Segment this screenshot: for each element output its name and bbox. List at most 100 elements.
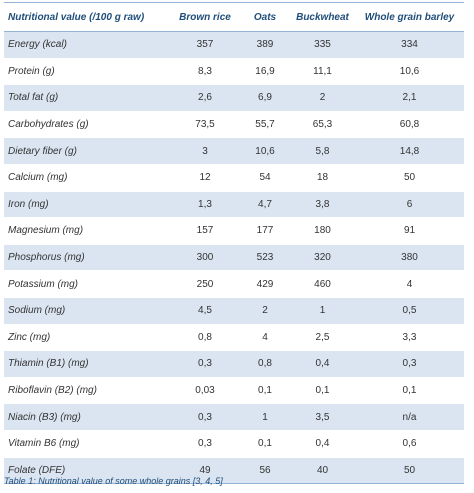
row-label: Total fat (g) bbox=[4, 84, 170, 112]
cell: 0,1 bbox=[240, 377, 290, 405]
cell: 0,3 bbox=[170, 350, 240, 378]
cell: 50 bbox=[355, 457, 464, 485]
cell: 0,03 bbox=[170, 377, 240, 405]
cell: 250 bbox=[170, 270, 240, 298]
column-header: Nutritional value (/100 g raw) bbox=[4, 2, 170, 32]
table-body: Energy (kcal) 357 389 335 334 Protein (g) 8,3 1… bbox=[4, 31, 464, 485]
cell: 10,6 bbox=[240, 137, 290, 165]
cell: 0,8 bbox=[170, 324, 240, 352]
table-row: Niacin (B3) (mg) 0,3 1 3,5 n/a bbox=[4, 403, 464, 431]
row-label: Phosphorus (mg) bbox=[4, 244, 170, 272]
row-label: Sodium (mg) bbox=[4, 297, 170, 325]
cell: 10,6 bbox=[355, 58, 464, 86]
cell: 429 bbox=[240, 270, 290, 298]
table-row: Protein (g) 8,3 16,9 11,1 10,6 bbox=[4, 58, 464, 86]
cell: 0,5 bbox=[355, 297, 464, 325]
cell: 389 bbox=[240, 31, 290, 59]
table-row: Zinc (mg) 0,8 4 2,5 3,3 bbox=[4, 324, 464, 352]
cell: 6 bbox=[355, 191, 464, 219]
cell: 60,8 bbox=[355, 111, 464, 139]
cell: 334 bbox=[355, 31, 464, 59]
row-label: Dietary fiber (g) bbox=[4, 137, 170, 165]
cell: 1,3 bbox=[170, 191, 240, 219]
cell: 335 bbox=[290, 31, 355, 59]
table-row: Magnesium (mg) 157 177 180 91 bbox=[4, 217, 464, 245]
row-label: Protein (g) bbox=[4, 58, 170, 86]
cell: 0,4 bbox=[290, 350, 355, 378]
cell: 460 bbox=[290, 270, 355, 298]
row-label: Folate (DFE) bbox=[4, 457, 170, 485]
column-header: Oats bbox=[240, 2, 290, 32]
table-row: Iron (mg) 1,3 4,7 3,8 6 bbox=[4, 191, 464, 219]
table-row: Thiamin (B1) (mg) 0,3 0,8 0,4 0,3 bbox=[4, 350, 464, 378]
cell: 4 bbox=[355, 270, 464, 298]
cell: 6,9 bbox=[240, 84, 290, 112]
cell: 3 bbox=[170, 137, 240, 165]
cell: 2,5 bbox=[290, 324, 355, 352]
nutrition-table: Nutritional value (/100 g raw) Brown rice… bbox=[4, 2, 464, 485]
row-label: Niacin (B3) (mg) bbox=[4, 403, 170, 431]
cell: 14,8 bbox=[355, 137, 464, 165]
table-row: Carbohydrates (g) 73,5 55,7 65,3 60,8 bbox=[4, 111, 464, 139]
table-row: Energy (kcal) 357 389 335 334 bbox=[4, 31, 464, 59]
cell: 380 bbox=[355, 244, 464, 272]
table-row: Riboflavin (B2) (mg) 0,03 0,1 0,1 0,1 bbox=[4, 377, 464, 405]
cell: 2,1 bbox=[355, 84, 464, 112]
cell: 4 bbox=[240, 324, 290, 352]
cell: 8,3 bbox=[170, 58, 240, 86]
table-row: Potassium (mg) 250 429 460 4 bbox=[4, 270, 464, 298]
cell: 0,1 bbox=[355, 377, 464, 405]
row-label: Zinc (mg) bbox=[4, 324, 170, 352]
cell: 0,8 bbox=[240, 350, 290, 378]
cell: 0,1 bbox=[240, 430, 290, 458]
cell: 2 bbox=[240, 297, 290, 325]
cell: 2,6 bbox=[170, 84, 240, 112]
cell: 3,3 bbox=[355, 324, 464, 352]
table-row: Phosphorus (mg) 300 523 320 380 bbox=[4, 244, 464, 272]
cell: 16,9 bbox=[240, 58, 290, 86]
cell: 54 bbox=[240, 164, 290, 192]
cell: 0,3 bbox=[170, 430, 240, 458]
cell: 4,5 bbox=[170, 297, 240, 325]
table-row: Sodium (mg) 4,5 2 1 0,5 bbox=[4, 297, 464, 325]
table-row: Total fat (g) 2,6 6,9 2 2,1 bbox=[4, 84, 464, 112]
cell: 50 bbox=[355, 164, 464, 192]
cell: 91 bbox=[355, 217, 464, 245]
row-label: Energy (kcal) bbox=[4, 31, 170, 59]
cell: 56 bbox=[240, 457, 290, 485]
cell: 2 bbox=[290, 84, 355, 112]
row-label: Vitamin B6 (mg) bbox=[4, 430, 170, 458]
cell: 180 bbox=[290, 217, 355, 245]
caption: Table 1: Nutritional value of some whole… bbox=[4, 476, 223, 486]
cell: 300 bbox=[170, 244, 240, 272]
cell: 0,3 bbox=[170, 403, 240, 431]
row-label: Riboflavin (B2) (mg) bbox=[4, 377, 170, 405]
cell: 1 bbox=[290, 297, 355, 325]
cell: 523 bbox=[240, 244, 290, 272]
cell: 3,5 bbox=[290, 403, 355, 431]
column-header: Whole grain barley bbox=[355, 2, 464, 32]
cell: 157 bbox=[170, 217, 240, 245]
row-label: Iron (mg) bbox=[4, 191, 170, 219]
cell: 0,6 bbox=[355, 430, 464, 458]
cell: 12 bbox=[170, 164, 240, 192]
row-label: Calcium (mg) bbox=[4, 164, 170, 192]
table-row: Vitamin B6 (mg) 0,3 0,1 0,4 0,6 bbox=[4, 430, 464, 458]
header-row: Nutritional value (/100 g raw) Brown rice… bbox=[4, 2, 464, 32]
row-label: Magnesium (mg) bbox=[4, 217, 170, 245]
cell: 49 bbox=[170, 457, 240, 485]
cell: 4,7 bbox=[240, 191, 290, 219]
cell: 18 bbox=[290, 164, 355, 192]
cell: 357 bbox=[170, 31, 240, 59]
cell: 320 bbox=[290, 244, 355, 272]
cell: 177 bbox=[240, 217, 290, 245]
cell: 40 bbox=[290, 457, 355, 485]
cell: 55,7 bbox=[240, 111, 290, 139]
row-label: Thiamin (B1) (mg) bbox=[4, 350, 170, 378]
cell: n/a bbox=[355, 403, 464, 431]
cell: 5,8 bbox=[290, 137, 355, 165]
table-row: Folate (DFE) 49 56 40 50 bbox=[4, 457, 464, 485]
cell: 65,3 bbox=[290, 111, 355, 139]
cell: 0,3 bbox=[355, 350, 464, 378]
